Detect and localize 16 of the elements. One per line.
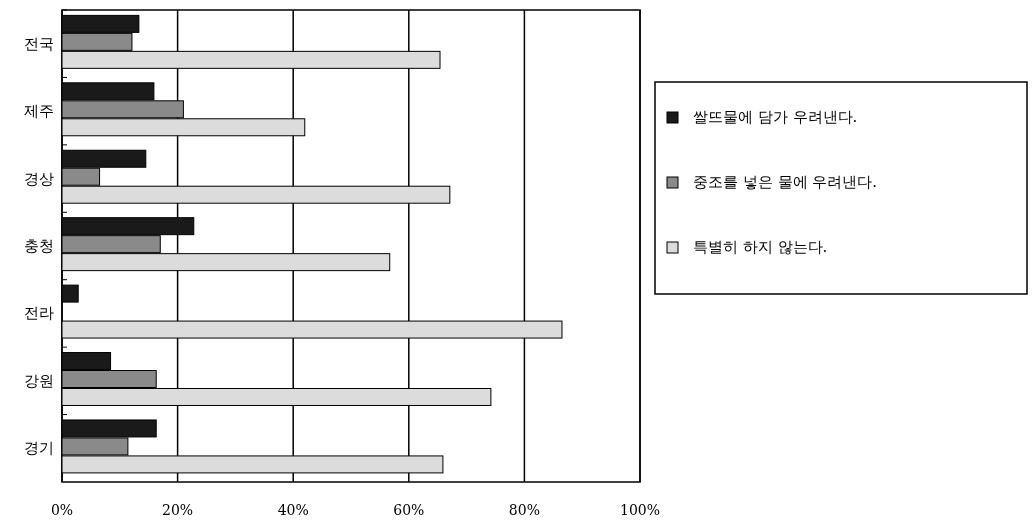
y-tick-label: 경기 [24,439,54,458]
x-tick-label: 40% [277,502,309,518]
x-tick-label: 20% [162,502,194,518]
legend-label: 중조를 넣은 물에 우려낸다. [693,173,878,191]
x-tick-label: 0% [50,502,74,518]
y-tick-label: 전국 [24,34,54,53]
legend-label: 특별히 하지 않는다. [693,238,828,256]
x-tick-label: 80% [508,502,540,518]
x-tick-label: 100% [619,502,661,518]
legend-label: 쌀뜨물에 담가 우려낸다. [693,108,858,126]
y-tick-label: 강원 [24,371,54,390]
y-tick-label: 충청 [24,237,54,255]
y-tick-label: 경상 [24,169,54,188]
x-tick-label: 60% [393,502,425,518]
y-tick-label: 제주 [24,102,54,121]
y-tick-label: 전라 [24,304,54,323]
